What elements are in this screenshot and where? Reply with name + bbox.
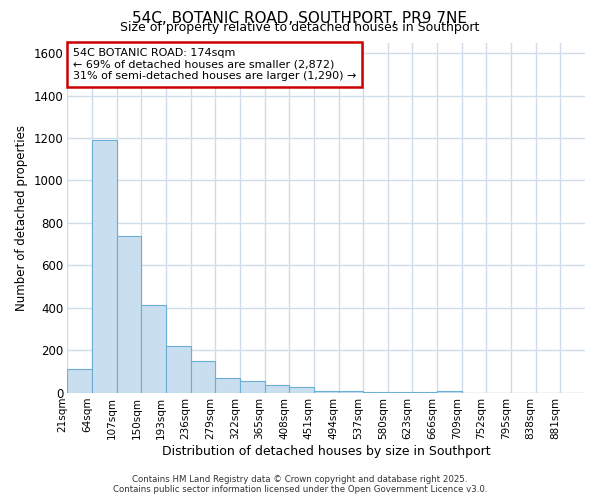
Bar: [265, 385, 289, 392]
Bar: [289, 388, 314, 392]
Bar: [338, 391, 363, 392]
Bar: [240, 381, 265, 392]
Bar: [142, 304, 166, 392]
Text: 54C BOTANIC ROAD: 174sqm
← 69% of detached houses are smaller (2,872)
31% of sem: 54C BOTANIC ROAD: 174sqm ← 69% of detach…: [73, 48, 356, 81]
Text: Size of property relative to detached houses in Southport: Size of property relative to detached ho…: [121, 22, 479, 35]
Bar: [92, 140, 117, 392]
Bar: [437, 390, 462, 392]
X-axis label: Distribution of detached houses by size in Southport: Distribution of detached houses by size …: [162, 444, 491, 458]
Bar: [117, 236, 142, 392]
Bar: [191, 361, 215, 392]
Bar: [67, 370, 92, 392]
Text: 54C, BOTANIC ROAD, SOUTHPORT, PR9 7NE: 54C, BOTANIC ROAD, SOUTHPORT, PR9 7NE: [133, 11, 467, 26]
Y-axis label: Number of detached properties: Number of detached properties: [15, 124, 28, 310]
Bar: [314, 390, 338, 392]
Bar: [215, 378, 240, 392]
Text: Contains HM Land Registry data © Crown copyright and database right 2025.
Contai: Contains HM Land Registry data © Crown c…: [113, 474, 487, 494]
Bar: [166, 346, 191, 393]
